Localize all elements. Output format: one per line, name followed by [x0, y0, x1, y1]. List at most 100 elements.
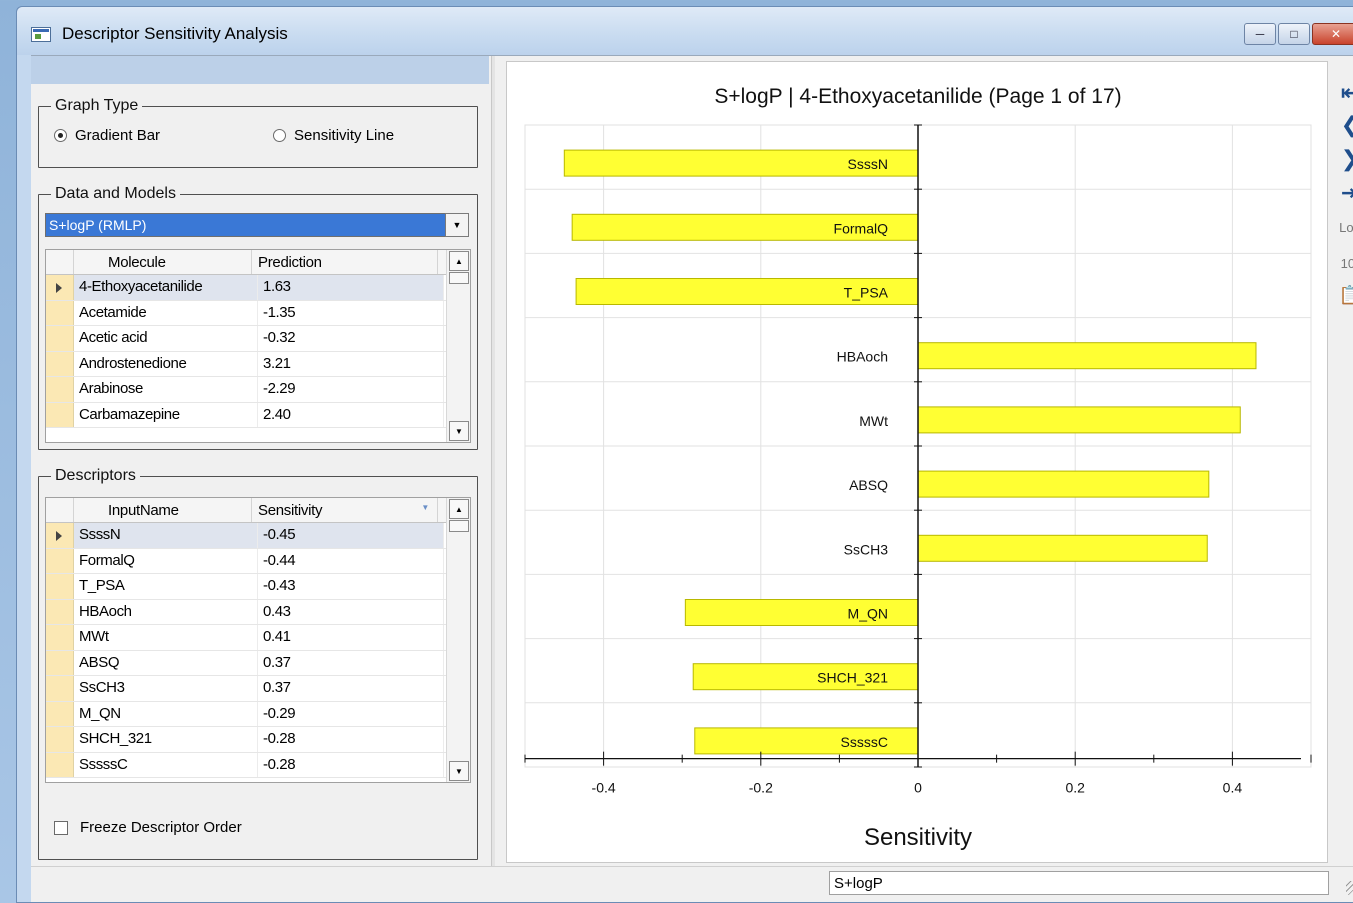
molecule-row-prediction[interactable]: 1.63 — [258, 275, 444, 300]
current-row-arrow-icon[interactable] — [46, 523, 74, 548]
molecule-table-header: Molecule Prediction — [46, 250, 470, 275]
molecule-row-prediction[interactable]: 3.21 — [258, 351, 444, 376]
resize-grip-icon[interactable] — [1346, 881, 1353, 895]
scroll-up-icon[interactable]: ▲ — [449, 499, 469, 519]
descriptor-row-sensitivity[interactable]: 0.41 — [258, 625, 444, 650]
descriptor-row-sensitivity[interactable]: -0.29 — [258, 701, 444, 726]
molecule-row-molecule[interactable]: Carbamazepine — [74, 402, 258, 427]
maximize-button[interactable]: □ — [1278, 23, 1310, 45]
last-page-icon[interactable]: ⇥ — [1340, 180, 1353, 205]
molecule-row-prediction[interactable]: 2.40 — [258, 402, 444, 427]
descriptor-row-sensitivity[interactable]: 0.37 — [258, 676, 444, 701]
row-selector[interactable] — [46, 548, 74, 573]
descriptor-row-sensitivity[interactable]: -0.44 — [258, 548, 444, 573]
descriptor-row-name[interactable]: M_QN — [74, 701, 258, 726]
molecule-row-prediction[interactable]: -2.29 — [258, 377, 444, 402]
row-selector[interactable] — [46, 676, 74, 701]
descriptor-row[interactable]: MWt 0.41 — [46, 625, 470, 651]
descriptor-row[interactable]: SHCH_321 -0.28 — [46, 727, 470, 753]
radio-unchecked-icon — [273, 129, 286, 142]
molecule-row-molecule[interactable]: Acetic acid — [74, 326, 258, 351]
descriptor-row-sensitivity[interactable]: 0.43 — [258, 599, 444, 624]
molecule-row[interactable]: Arabinose -2.29 — [46, 377, 470, 403]
descriptor-row[interactable]: HBAoch 0.43 — [46, 599, 470, 625]
log-scale-button[interactable]: Log — [1339, 219, 1353, 235]
exponent-scale-button[interactable]: 10ˣ — [1340, 255, 1353, 271]
freeze-descriptor-order-checkbox[interactable]: Freeze Descriptor Order — [54, 819, 242, 836]
first-page-icon[interactable]: ⇤ — [1340, 80, 1353, 105]
descriptor-row-name[interactable]: SsssN — [74, 523, 258, 548]
molecule-row-molecule[interactable]: Androstenedione — [74, 351, 258, 376]
column-header-molecule[interactable]: Molecule — [74, 250, 252, 274]
descriptor-row-name[interactable]: SHCH_321 — [74, 727, 258, 752]
descriptor-row-sensitivity[interactable]: -0.43 — [258, 574, 444, 599]
molecule-row[interactable]: Androstenedione 3.21 — [46, 351, 470, 377]
descriptor-row[interactable]: M_QN -0.29 — [46, 701, 470, 727]
copy-icon[interactable]: 📋 — [1338, 284, 1353, 305]
chevron-down-icon[interactable]: ▼ — [445, 213, 469, 237]
next-page-icon[interactable]: ❯ — [1336, 145, 1353, 173]
row-selector[interactable] — [46, 326, 74, 351]
minimize-button[interactable]: ─ — [1244, 23, 1276, 45]
molecule-row-molecule[interactable]: 4-Ethoxyacetanilide — [74, 275, 258, 300]
window-controls: ─ □ ✕ — [1244, 23, 1353, 45]
descriptor-row-name[interactable]: ABSQ — [74, 650, 258, 675]
row-selector[interactable] — [46, 402, 74, 427]
column-header-inputname[interactable]: InputName — [74, 498, 252, 522]
molecule-row-prediction[interactable]: -0.32 — [258, 326, 444, 351]
row-selector[interactable] — [46, 727, 74, 752]
molecule-row-prediction[interactable]: -1.35 — [258, 300, 444, 325]
gradient-bar-radio[interactable]: Gradient Bar — [54, 127, 160, 144]
descriptors-label: Descriptors — [51, 467, 140, 485]
molecule-table-scrollbar[interactable]: ▲ ▼ — [446, 250, 470, 442]
descriptor-row-name[interactable]: HBAoch — [74, 599, 258, 624]
descriptor-row-name[interactable]: SssssC — [74, 752, 258, 777]
descriptor-row[interactable]: FormalQ -0.44 — [46, 548, 470, 574]
previous-page-icon[interactable]: ❮ — [1336, 111, 1353, 139]
molecule-row[interactable]: Acetic acid -0.32 — [46, 326, 470, 352]
title-bar[interactable]: Descriptor Sensitivity Analysis ─ □ ✕ — [17, 7, 1353, 55]
descriptor-row-name[interactable]: FormalQ — [74, 548, 258, 573]
descriptor-row[interactable]: SsssN -0.45 — [46, 523, 470, 549]
row-selector[interactable] — [46, 574, 74, 599]
descriptor-row[interactable]: SssssC -0.28 — [46, 752, 470, 778]
row-selector[interactable] — [46, 625, 74, 650]
descriptor-row-sensitivity[interactable]: -0.28 — [258, 752, 444, 777]
bar-label: SsssN — [848, 156, 888, 172]
column-header-prediction[interactable]: Prediction — [252, 250, 438, 274]
scroll-down-icon[interactable]: ▼ — [449, 421, 469, 441]
row-selector[interactable] — [46, 752, 74, 777]
model-select[interactable]: S+logP (RMLP) ▼ — [45, 213, 469, 237]
row-selector[interactable] — [46, 300, 74, 325]
scroll-thumb[interactable] — [449, 520, 469, 532]
descriptor-row-sensitivity[interactable]: -0.45 — [258, 523, 444, 548]
panel-splitter[interactable] — [491, 56, 495, 866]
descriptor-row-name[interactable]: MWt — [74, 625, 258, 650]
molecule-row[interactable]: 4-Ethoxyacetanilide 1.63 — [46, 275, 470, 301]
bar-label: SsCH3 — [844, 541, 889, 557]
row-selector[interactable] — [46, 599, 74, 624]
row-selector[interactable] — [46, 351, 74, 376]
row-selector[interactable] — [46, 701, 74, 726]
descriptor-row[interactable]: SsCH3 0.37 — [46, 676, 470, 702]
sensitivity-line-radio[interactable]: Sensitivity Line — [273, 127, 394, 144]
row-selector[interactable] — [46, 650, 74, 675]
molecule-row-molecule[interactable]: Acetamide — [74, 300, 258, 325]
descriptor-row[interactable]: ABSQ 0.37 — [46, 650, 470, 676]
descriptor-row-sensitivity[interactable]: -0.28 — [258, 727, 444, 752]
column-header-sensitivity[interactable]: Sensitivity ▼ — [252, 498, 438, 522]
close-button[interactable]: ✕ — [1312, 23, 1353, 45]
scroll-thumb[interactable] — [449, 272, 469, 284]
molecule-row-molecule[interactable]: Arabinose — [74, 377, 258, 402]
molecule-row[interactable]: Acetamide -1.35 — [46, 300, 470, 326]
descriptor-table-scrollbar[interactable]: ▲ ▼ — [446, 498, 470, 782]
descriptor-row-name[interactable]: SsCH3 — [74, 676, 258, 701]
row-selector[interactable] — [46, 377, 74, 402]
descriptor-row-sensitivity[interactable]: 0.37 — [258, 650, 444, 675]
scroll-down-icon[interactable]: ▼ — [449, 761, 469, 781]
scroll-up-icon[interactable]: ▲ — [449, 251, 469, 271]
descriptor-row-name[interactable]: T_PSA — [74, 574, 258, 599]
molecule-row[interactable]: Carbamazepine 2.40 — [46, 402, 470, 428]
descriptor-row[interactable]: T_PSA -0.43 — [46, 574, 470, 600]
current-row-arrow-icon[interactable] — [46, 275, 74, 300]
